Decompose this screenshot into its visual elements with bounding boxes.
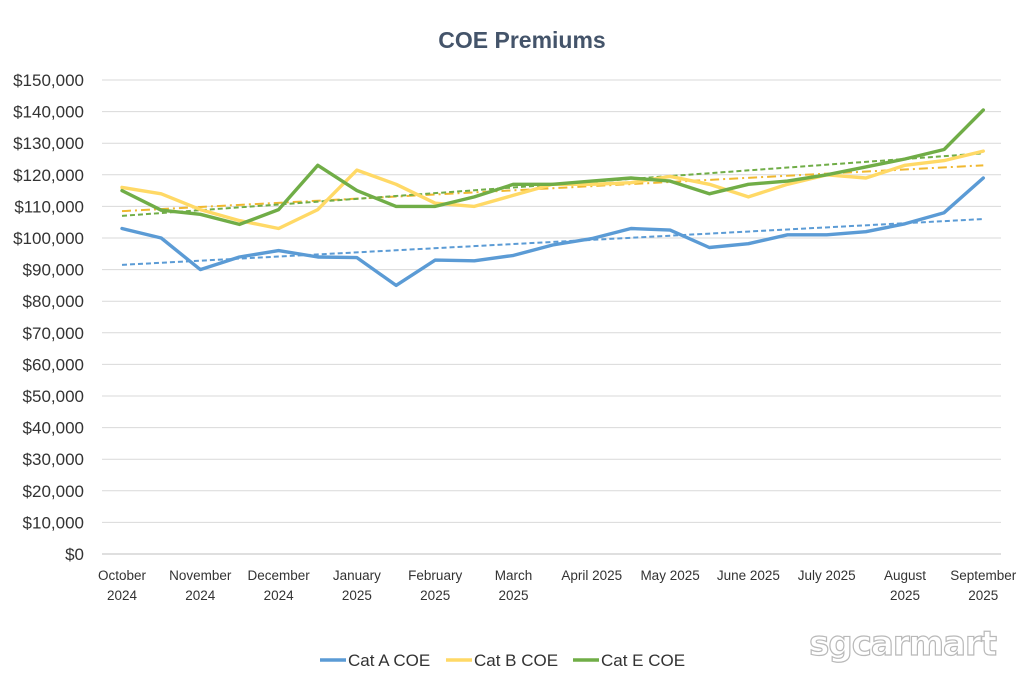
legend: Cat A COE Cat B COE Cat E COE — [320, 651, 685, 670]
y-tick-label: $20,000 — [23, 482, 84, 501]
x-tick-label: 2025 — [498, 588, 528, 603]
y-tick-label: $150,000 — [13, 71, 84, 90]
y-axis-ticks: $0 $10,000 $20,000 $30,000 $40,000 $50,000 $60… — [13, 71, 84, 564]
legend-label: Cat A COE — [348, 651, 430, 670]
series-line-cat-e-coe — [120, 108, 985, 227]
y-tick-label: $30,000 — [23, 450, 84, 469]
x-tick-label: November — [169, 568, 232, 583]
y-tick-label: $100,000 — [13, 229, 84, 248]
x-axis-ticks: October 2024 November 2024 December 2024 Janua… — [98, 568, 1017, 603]
x-tick-label: 2024 — [264, 588, 295, 603]
sgcarmart-watermark: sgcarmart — [809, 624, 997, 664]
x-tick-label: 2024 — [107, 588, 138, 603]
x-tick-label: April 2025 — [561, 568, 622, 583]
y-tick-label: $60,000 — [23, 355, 84, 374]
x-tick-label: August — [884, 568, 926, 583]
chart-title: COE Premiums — [438, 27, 605, 53]
gridlines — [102, 79, 1001, 555]
trendline-cat-b-coe — [121, 164, 984, 213]
y-tick-label: $0 — [65, 545, 84, 564]
x-tick-label: July 2025 — [798, 568, 856, 583]
y-tick-label: $130,000 — [13, 134, 84, 153]
y-tick-label: $120,000 — [13, 166, 84, 185]
y-tick-label: $10,000 — [23, 513, 84, 532]
x-tick-label: June 2025 — [717, 568, 780, 583]
y-tick-label: $40,000 — [23, 419, 84, 438]
x-tick-label: May 2025 — [640, 568, 699, 583]
y-tick-label: $50,000 — [23, 387, 84, 406]
x-tick-label: 2025 — [890, 588, 920, 603]
x-tick-label: February — [408, 568, 462, 583]
trendline-cat-a-coe — [121, 218, 984, 266]
y-tick-label: $90,000 — [23, 261, 84, 280]
x-tick-label: 2025 — [968, 588, 998, 603]
x-tick-label: 2024 — [185, 588, 216, 603]
x-tick-label: 2025 — [420, 588, 450, 603]
x-tick-label: 2025 — [342, 588, 372, 603]
series-line-cat-b-coe — [120, 149, 985, 231]
trendlines — [121, 152, 984, 266]
x-tick-label: March — [495, 568, 533, 583]
y-tick-label: $140,000 — [13, 103, 84, 122]
y-tick-label: $110,000 — [14, 197, 84, 216]
legend-label: Cat B COE — [474, 651, 558, 670]
x-tick-label: September — [950, 568, 1017, 583]
x-tick-label: October — [98, 568, 147, 583]
legend-label: Cat E COE — [601, 651, 685, 670]
series-lines — [120, 108, 985, 288]
y-tick-label: $80,000 — [23, 292, 84, 311]
x-tick-label: December — [247, 568, 310, 583]
x-tick-label: January — [333, 568, 381, 583]
y-tick-label: $70,000 — [23, 324, 84, 343]
series-line-cat-a-coe — [120, 176, 985, 288]
